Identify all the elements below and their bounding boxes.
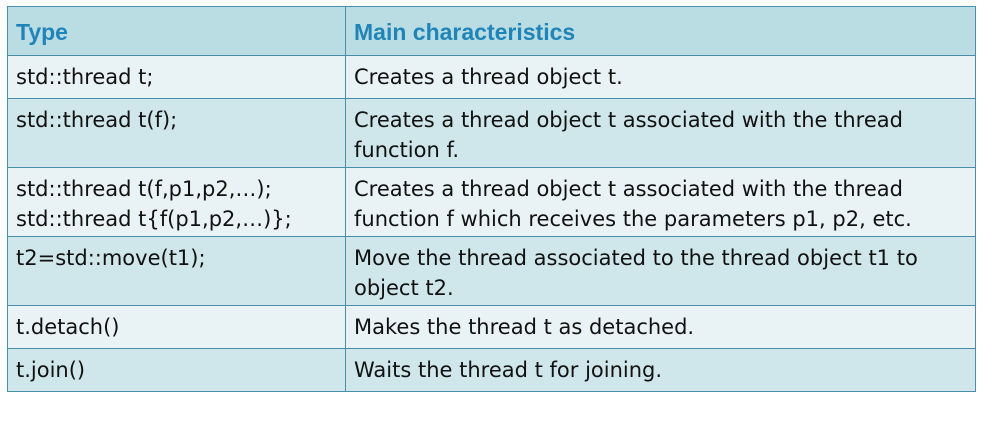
type-line: std::thread t; <box>16 65 154 89</box>
description-line: Creates a thread object t associated wit… <box>354 108 903 132</box>
type-cell: std::thread t; <box>7 55 346 99</box>
type-cell: t.detach() <box>7 305 346 349</box>
description-cell: Creates a thread object t associated wit… <box>345 98 976 168</box>
column-header-characteristics: Main characteristics <box>345 6 976 56</box>
description-line: Makes the thread t as detached. <box>354 315 695 339</box>
type-cell: t.join() <box>7 348 346 392</box>
table-row: std::thread t(f,p1,p2,…); std::thread t{… <box>7 167 976 237</box>
column-header-type: Type <box>7 6 346 56</box>
description-line: Move the thread associated to the thread… <box>354 246 918 270</box>
description-line: Creates a thread object t associated wit… <box>354 177 903 201</box>
table-row: t.join() Waits the thread t for joining. <box>7 348 976 392</box>
type-line: t2=std::move(t1); <box>16 246 206 270</box>
table-header-row: Type Main characteristics <box>7 6 976 56</box>
description-cell: Waits the thread t for joining. <box>345 348 976 392</box>
table-row: std::thread t(f); Creates a thread objec… <box>7 98 976 168</box>
type-cell: std::thread t(f); <box>7 98 346 168</box>
description-cell: Move the thread associated to the thread… <box>345 236 976 306</box>
type-line: std::thread t(f); <box>16 108 178 132</box>
table-row: t2=std::move(t1); Move the thread associ… <box>7 236 976 306</box>
type-line: std::thread t{f(p1,p2,…)}; <box>16 207 292 231</box>
description-line: Waits the thread t for joining. <box>354 358 663 382</box>
type-line: t.join() <box>16 358 86 382</box>
description-cell: Creates a thread object t associated wit… <box>345 167 976 237</box>
type-cell: t2=std::move(t1); <box>7 236 346 306</box>
description-cell: Creates a thread object t. <box>345 55 976 99</box>
type-line: std::thread t(f,p1,p2,…); <box>16 177 272 201</box>
description-line: Creates a thread object t. <box>354 65 623 89</box>
type-cell: std::thread t(f,p1,p2,…); std::thread t{… <box>7 167 346 237</box>
description-line: function f which receives the parameters… <box>354 207 912 231</box>
type-line: t.detach() <box>16 315 120 339</box>
description-line: function f. <box>354 138 459 162</box>
thread-operations-table: Type Main characteristics std::thread t;… <box>7 6 976 392</box>
description-line: object t2. <box>354 276 454 300</box>
description-cell: Makes the thread t as detached. <box>345 305 976 349</box>
table-row: std::thread t; Creates a thread object t… <box>7 55 976 99</box>
table-row: t.detach() Makes the thread t as detache… <box>7 305 976 349</box>
